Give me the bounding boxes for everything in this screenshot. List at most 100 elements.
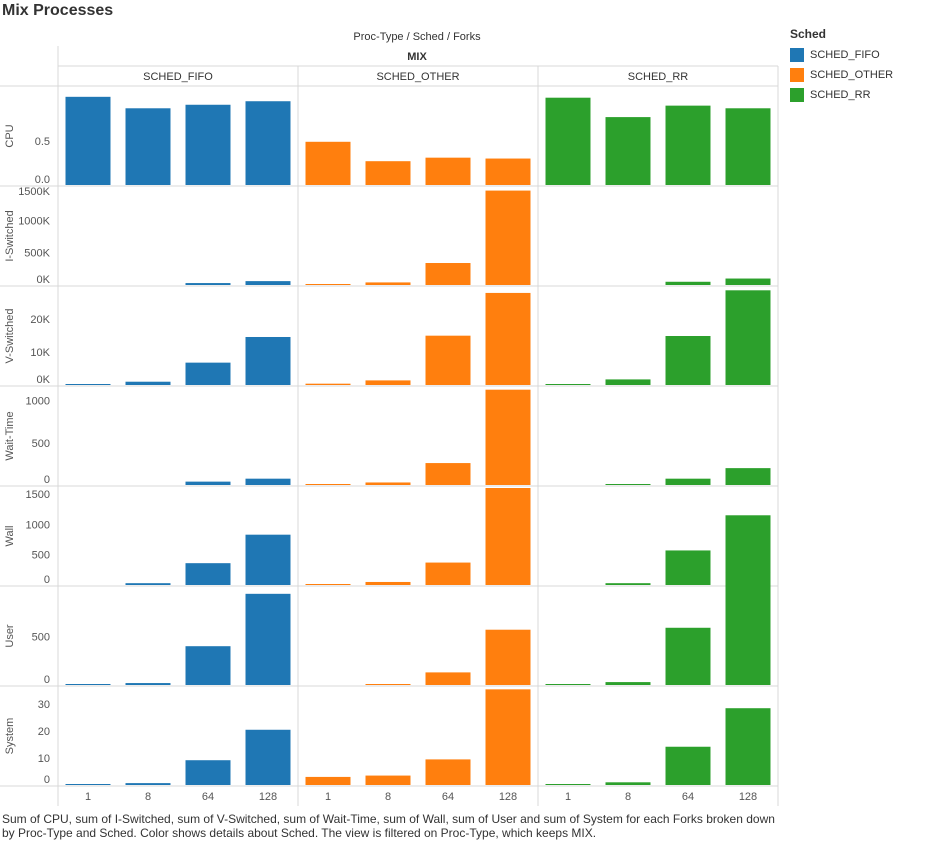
legend-swatch-sched-rr xyxy=(790,88,804,102)
bar-wait-time-sched-rr-128 xyxy=(725,468,771,485)
bar-v-switched-sched-fifo-8 xyxy=(125,381,171,385)
y-tick-label: 1500 xyxy=(26,489,50,501)
bar-v-switched-sched-fifo-128 xyxy=(245,336,291,385)
bar-user-sched-other-128 xyxy=(485,629,531,685)
bar-i-switched-sched-fifo-128 xyxy=(245,281,291,285)
bar-user-sched-rr-1 xyxy=(545,684,591,685)
bar-v-switched-sched-rr-1 xyxy=(545,384,591,385)
bar-cpu-sched-rr-8 xyxy=(605,117,651,185)
bar-user-sched-fifo-128 xyxy=(245,593,291,685)
bar-system-sched-fifo-64 xyxy=(185,760,231,785)
bar-v-switched-sched-fifo-1 xyxy=(65,384,111,385)
x-tick-label: 1 xyxy=(565,791,571,803)
bar-cpu-sched-rr-128 xyxy=(725,108,771,185)
bar-i-switched-sched-other-1 xyxy=(305,284,351,285)
y-tick-label: 0K xyxy=(37,374,51,386)
bar-cpu-sched-fifo-1 xyxy=(65,96,111,185)
bar-wall-sched-fifo-64 xyxy=(185,563,231,585)
legend-item-sched-fifo[interactable]: SCHED_FIFO xyxy=(790,45,925,65)
x-tick-label: 128 xyxy=(259,791,277,803)
y-tick-label: 1000 xyxy=(26,519,50,531)
chart-caption: Sum of CPU, sum of I-Switched, sum of V-… xyxy=(2,812,775,840)
bar-cpu-sched-other-128 xyxy=(485,158,531,185)
legend-item-sched-other[interactable]: SCHED_OTHER xyxy=(790,65,925,85)
bar-cpu-sched-fifo-128 xyxy=(245,101,291,185)
row-label-wait-time: Wait-Time xyxy=(4,411,16,460)
bar-i-switched-sched-other-8 xyxy=(365,282,411,285)
x-tick-label: 128 xyxy=(499,791,517,803)
y-tick-label: 0.5 xyxy=(35,136,50,148)
y-tick-label: 0 xyxy=(44,674,50,686)
bar-wall-sched-rr-64 xyxy=(665,550,711,585)
bar-user-sched-rr-64 xyxy=(665,627,711,685)
x-tick-label: 8 xyxy=(385,791,391,803)
bar-system-sched-rr-128 xyxy=(725,708,771,785)
bar-wait-time-sched-fifo-128 xyxy=(245,478,291,485)
bar-wall-sched-other-1 xyxy=(305,584,351,585)
bar-v-switched-sched-rr-8 xyxy=(605,379,651,385)
row-label-wall: Wall xyxy=(4,526,16,547)
panel-header-sched-rr: SCHED_RR xyxy=(628,71,689,83)
y-tick-label: 500 xyxy=(32,632,50,644)
bar-i-switched-sched-other-64 xyxy=(425,263,471,285)
bar-user-sched-fifo-1 xyxy=(65,684,111,685)
y-tick-label: 1500K xyxy=(18,186,50,198)
legend-swatch-sched-fifo xyxy=(790,48,804,62)
legend-item-sched-rr[interactable]: SCHED_RR xyxy=(790,85,925,105)
header-fields: Proc-Type / Sched / Forks xyxy=(353,31,481,43)
bar-user-sched-other-8 xyxy=(365,684,411,685)
panel-header-sched-other: SCHED_OTHER xyxy=(376,71,459,83)
bar-i-switched-sched-rr-64 xyxy=(665,281,711,285)
y-tick-label: 1000 xyxy=(26,396,50,408)
bar-system-sched-rr-1 xyxy=(545,784,591,785)
legend: Sched SCHED_FIFO SCHED_OTHER SCHED_RR xyxy=(790,27,925,105)
bar-system-sched-rr-64 xyxy=(665,746,711,785)
bar-wait-time-sched-other-128 xyxy=(485,389,531,485)
legend-label: SCHED_RR xyxy=(810,89,871,101)
bar-cpu-sched-other-1 xyxy=(305,141,351,185)
bar-v-switched-sched-rr-128 xyxy=(725,290,771,385)
bar-wait-time-sched-other-8 xyxy=(365,482,411,485)
bar-v-switched-sched-rr-64 xyxy=(665,336,711,385)
bar-system-sched-rr-8 xyxy=(605,782,651,785)
y-tick-label: 500 xyxy=(32,550,50,562)
y-tick-label: 0 xyxy=(44,574,50,586)
x-tick-label: 1 xyxy=(85,791,91,803)
x-tick-label: 64 xyxy=(202,791,214,803)
bar-cpu-sched-fifo-64 xyxy=(185,104,231,185)
bar-system-sched-other-128 xyxy=(485,689,531,785)
panel-header-sched-fifo: SCHED_FIFO xyxy=(143,71,213,83)
legend-label: SCHED_FIFO xyxy=(810,49,880,61)
bar-cpu-sched-fifo-8 xyxy=(125,108,171,185)
bar-system-sched-fifo-1 xyxy=(65,784,111,785)
bar-wall-sched-fifo-8 xyxy=(125,583,171,585)
bar-i-switched-sched-other-128 xyxy=(485,190,531,285)
bar-cpu-sched-other-64 xyxy=(425,157,471,185)
bar-cpu-sched-rr-64 xyxy=(665,105,711,185)
bar-i-switched-sched-fifo-64 xyxy=(185,283,231,285)
bar-cpu-sched-other-8 xyxy=(365,161,411,185)
bar-system-sched-fifo-128 xyxy=(245,729,291,785)
row-label-v-switched: V-Switched xyxy=(4,308,16,363)
header-proc-type: MIX xyxy=(407,51,427,63)
bar-wait-time-sched-rr-8 xyxy=(605,484,651,485)
y-tick-label: 0 xyxy=(44,474,50,486)
bar-user-sched-fifo-64 xyxy=(185,646,231,685)
y-tick-label: 10K xyxy=(30,347,50,359)
y-tick-label: 0 xyxy=(44,774,50,786)
y-tick-label: 500K xyxy=(24,248,50,260)
bar-v-switched-sched-other-1 xyxy=(305,383,351,385)
bar-system-sched-other-64 xyxy=(425,759,471,785)
row-label-user: User xyxy=(4,624,16,648)
x-tick-label: 8 xyxy=(145,791,151,803)
chart-title: Mix Processes xyxy=(2,2,114,19)
bar-v-switched-sched-other-8 xyxy=(365,380,411,385)
bar-wall-sched-other-128 xyxy=(485,488,531,585)
bar-system-sched-other-1 xyxy=(305,776,351,785)
row-label-system: System xyxy=(4,718,16,755)
bar-system-sched-fifo-8 xyxy=(125,783,171,785)
bar-i-switched-sched-rr-128 xyxy=(725,278,771,285)
row-label-i-switched: I-Switched xyxy=(4,210,16,261)
bar-system-sched-other-8 xyxy=(365,775,411,785)
